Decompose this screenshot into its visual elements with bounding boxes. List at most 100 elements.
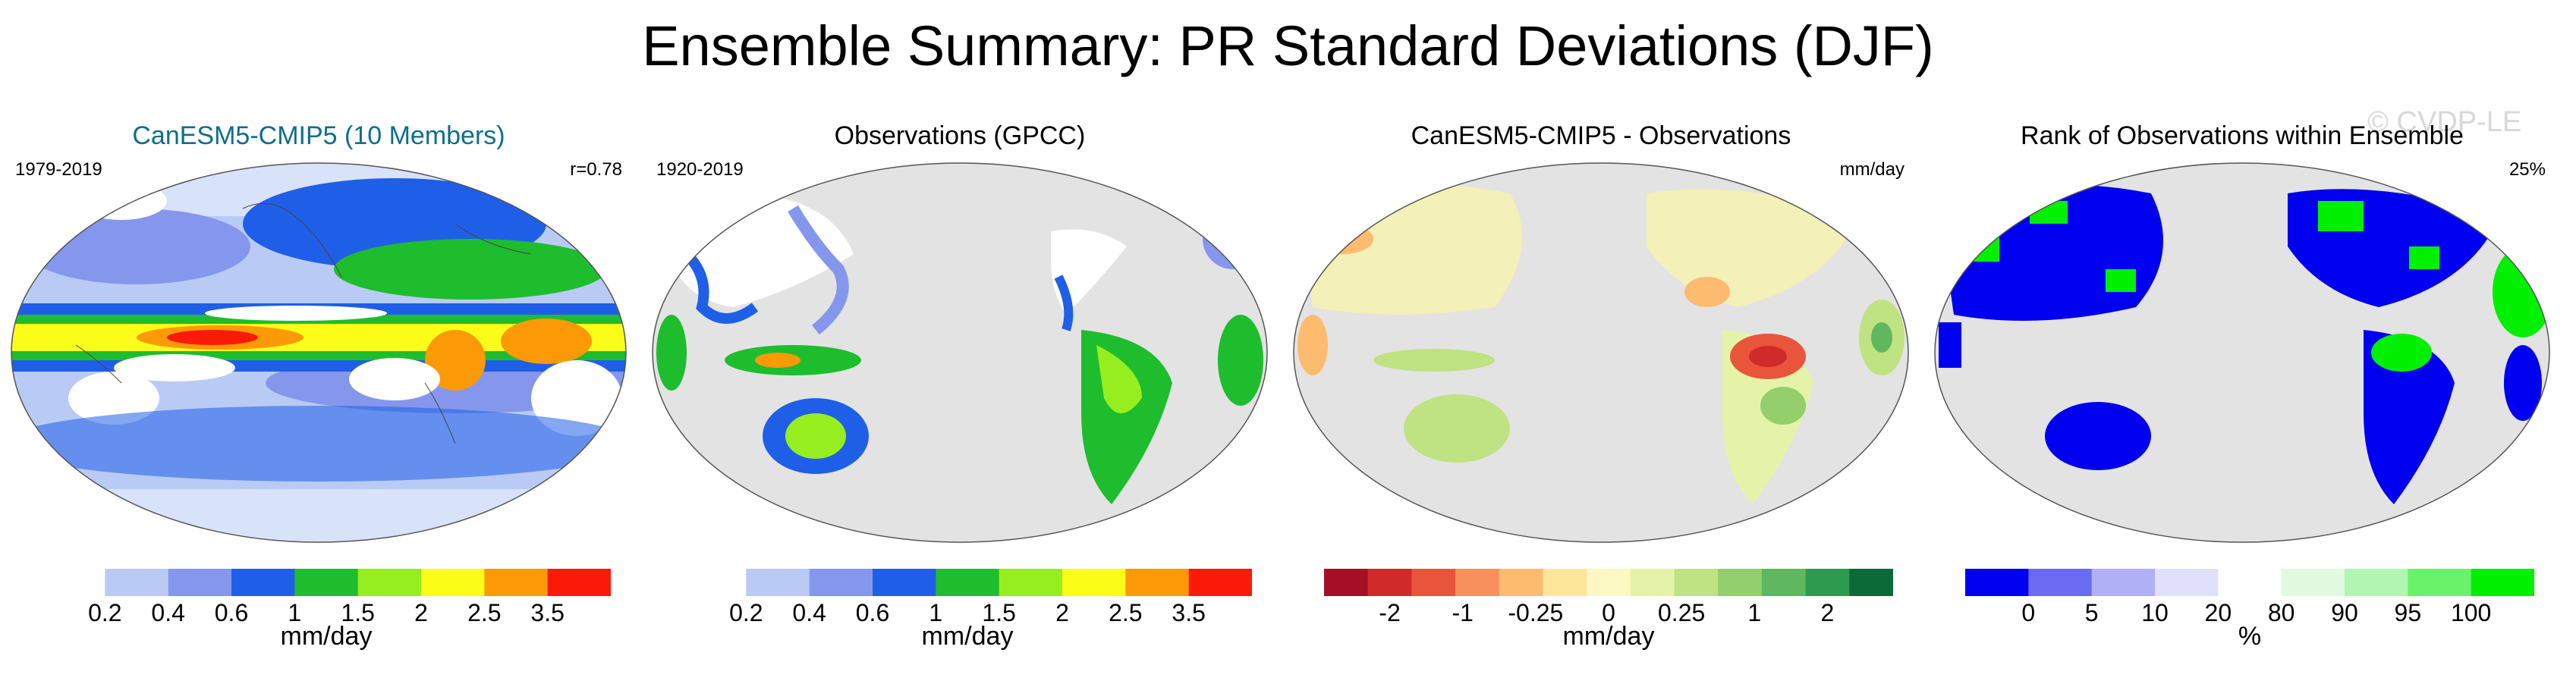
colorbar-tick-label: 0.2 <box>88 599 122 626</box>
colorbar-swatches <box>1965 569 2535 596</box>
panel-difference: CanESM5-CMIP5 - Observations mm/day mm/d… <box>1282 114 1920 675</box>
colorbar-tick-label: 80 <box>2267 599 2295 626</box>
colorbar-swatch <box>2091 569 2156 596</box>
figure-title: Ensemble Summary: PR Standard Deviations… <box>642 14 1934 77</box>
colorbar-swatches <box>683 569 1253 596</box>
colorbar-swatch <box>1543 569 1587 596</box>
colorbar-tick-label: 2.5 <box>467 599 502 626</box>
panel-units-label: mm/day <box>1839 159 1904 180</box>
colorbar-swatch <box>2028 569 2093 596</box>
colorbar-observations: mm/day 0.2 0.4 0.6 1 1.5 2 2.5 3.5 <box>683 569 1253 651</box>
colorbar-swatch <box>2345 569 2408 596</box>
panel-observations-stddev: Observations (GPCC) 1920-2019 mm/day 0.2… <box>641 114 1279 675</box>
colorbar-tick-label: 2 <box>1820 599 1835 626</box>
colorbar-units: mm/day <box>1562 622 1655 651</box>
colorbar-swatch <box>42 569 105 596</box>
colorbar-model: mm/day 0.2 0.4 0.6 1 1.5 2 2.5 3.5 <box>42 569 612 651</box>
colorbar-swatch <box>999 569 1063 596</box>
colorbar-rank: % 0 5 10 20 80 90 95 100 <box>1965 569 2535 651</box>
panel-title: Observations (GPCC) <box>834 121 1086 150</box>
colorbar-swatch <box>547 569 612 596</box>
colorbar-tick-label: 1.5 <box>982 599 1016 626</box>
colorbar-tick-label: 0.25 <box>1658 599 1706 626</box>
colorbar-tick-label: 0 <box>1602 599 1615 626</box>
colorbar-swatch <box>1587 569 1631 596</box>
map-model-stddev <box>11 162 627 543</box>
colorbar-swatch <box>357 569 422 596</box>
colorbar-swatch <box>683 569 747 596</box>
panel-period-label: 1920-2019 <box>656 159 744 180</box>
colorbar-tick-label: 5 <box>2084 599 2099 626</box>
colorbar-tick-label: 90 <box>2331 599 2358 626</box>
colorbar-tick-label: 1 <box>1747 599 1762 626</box>
panel-title: Rank of Observations within Ensemble <box>2021 121 2464 150</box>
colorbar-difference: mm/day -2 -1 -0.25 0 0.25 1 2 <box>1324 569 1894 651</box>
colorbar-swatch <box>1761 569 1807 596</box>
colorbar-tick-label: 10 <box>2141 599 2169 626</box>
colorbar-swatch <box>294 569 359 596</box>
colorbar-swatch <box>231 569 295 596</box>
colorbar-tick-label: 0.2 <box>729 599 763 626</box>
colorbar-swatch <box>2281 569 2345 596</box>
colorbar-swatch <box>1411 569 1456 596</box>
panel-period-label: 1979-2019 <box>15 159 102 180</box>
colorbar-swatch <box>746 569 810 596</box>
colorbar-swatch <box>168 569 232 596</box>
colorbar-swatch <box>2408 569 2472 596</box>
colorbar-tick-label: -0.25 <box>1508 599 1564 626</box>
colorbar-tick-label: 3.5 <box>1172 599 1206 626</box>
colorbar-swatch <box>1188 569 1253 596</box>
colorbar-tick-label: 2 <box>414 599 428 626</box>
colorbar-swatch <box>2471 569 2535 596</box>
colorbar-units: mm/day <box>921 622 1014 651</box>
colorbar-tick-label: -1 <box>1452 599 1474 626</box>
colorbar-tick-label: 0.4 <box>151 599 185 626</box>
colorbar-swatch <box>936 569 1000 596</box>
colorbar-swatch <box>1367 569 1412 596</box>
panel-title: CanESM5-CMIP5 (10 Members) <box>132 121 505 150</box>
colorbar-swatch <box>484 569 549 596</box>
panel-percent-label: 25% <box>2508 159 2546 180</box>
colorbar-tick-label: 20 <box>2204 599 2232 626</box>
colorbar-tick-label: 3.5 <box>530 599 565 626</box>
panel-rank: Rank of Observations within Ensemble 25%… <box>1923 114 2561 675</box>
colorbar-swatch <box>421 569 485 596</box>
panel-model-stddev: CanESM5-CMIP5 (10 Members) 1979-2019 r=0… <box>0 114 637 675</box>
colorbar-swatch <box>2218 569 2282 596</box>
colorbar-tick-label: 2 <box>1055 599 1069 626</box>
colorbar-tick-label: 0 <box>2021 599 2036 626</box>
colorbar-tick-label: -2 <box>1379 599 1401 626</box>
colorbar-swatch <box>1630 569 1675 596</box>
colorbar-swatch <box>1849 569 1894 596</box>
colorbar-tick-label: 1 <box>288 599 302 626</box>
map-observations-stddev <box>652 162 1268 543</box>
colorbar-swatch <box>1718 569 1763 596</box>
colorbar-swatch <box>2155 569 2219 596</box>
colorbar-swatch <box>809 569 873 596</box>
colorbar-tick-label: 0.4 <box>792 599 826 626</box>
colorbar-tick-label: 0.6 <box>855 599 890 626</box>
colorbar-swatch <box>1455 569 1500 596</box>
colorbar-tick-label: 0.6 <box>214 599 249 626</box>
colorbar-tick-label: 100 <box>2450 599 2492 626</box>
colorbar-swatch <box>1965 569 2029 596</box>
colorbar-swatch <box>1674 569 1719 596</box>
colorbar-swatch <box>105 569 169 596</box>
colorbar-swatch <box>873 569 936 596</box>
map-rank <box>1934 162 2550 543</box>
colorbar-swatch <box>1125 569 1190 596</box>
panel-title: CanESM5-CMIP5 - Observations <box>1411 121 1791 150</box>
colorbar-tick-label: 2.5 <box>1109 599 1143 626</box>
colorbar-units: % <box>2238 622 2262 651</box>
colorbar-swatch <box>1324 569 1369 596</box>
colorbar-swatches <box>42 569 612 596</box>
colorbar-swatch <box>1062 569 1126 596</box>
watermark: © CVDP-LE <box>2367 106 2522 138</box>
colorbar-swatch <box>1499 569 1543 596</box>
colorbar-units: mm/day <box>280 622 373 651</box>
colorbar-swatches <box>1324 569 1894 596</box>
colorbar-tick-label: 95 <box>2394 599 2422 626</box>
colorbar-tick-label: 1.5 <box>341 599 375 626</box>
map-difference <box>1293 162 1909 543</box>
colorbar-tick-label: 1 <box>929 599 943 626</box>
